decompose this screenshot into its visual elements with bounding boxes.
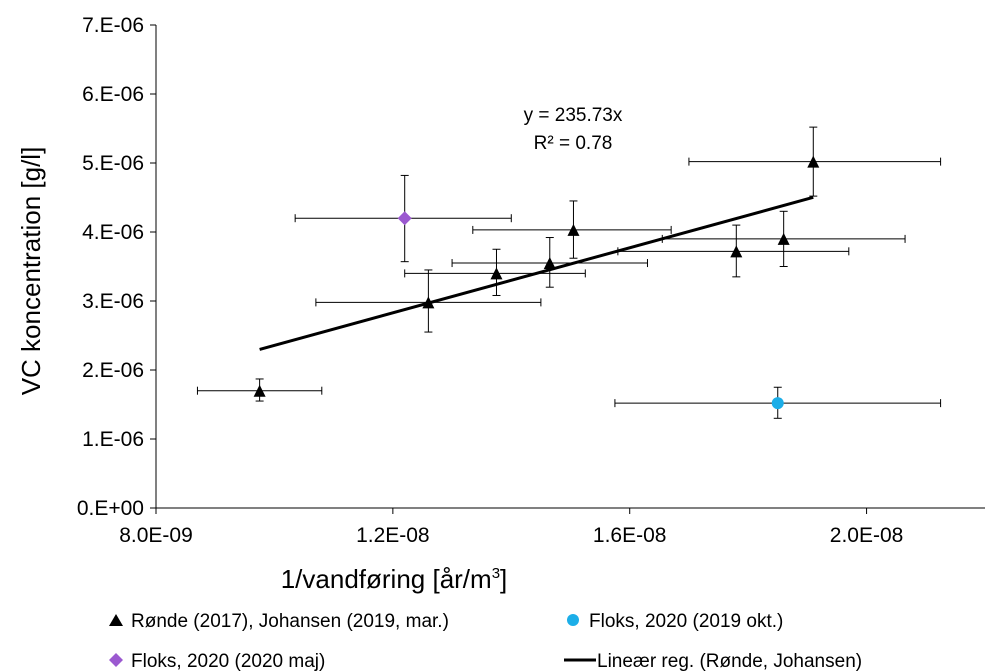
error-bars [196,126,942,419]
triangle-data-point [490,267,503,280]
legend-label-series-1: Rønde (2017), Johansen (2019, mar.) [131,611,449,632]
legend: Rønde (2017), Johansen (2019, mar.) Flok… [109,611,862,671]
y-tick-label: 3.E-06 [82,290,144,313]
legend-diamond-marker [109,653,123,667]
x-axis-ticks: 8.0E-09 1.2E-08 1.6E-08 2.0E-08 [119,508,903,547]
x-axis-title-superscript: 3 [492,565,500,582]
y-tick-label: 2.E-06 [82,359,144,382]
x-tick-label: 1.2E-08 [356,524,430,547]
y-tick-label: 1.E-06 [82,428,144,451]
y-tick-label: 7.E-06 [82,14,144,37]
legend-item-trendline: Lineær reg. (Rønde, Johansen) [564,651,862,671]
trendline-r-squared: R² = 0.78 [534,133,613,154]
y-tick-label: 6.E-06 [82,83,144,106]
triangle-data-point [777,232,790,245]
y-tick-label: 5.E-06 [82,152,144,175]
plot-area: 0.E+00 1.E-06 2.E-06 3.E-06 4.E-06 5.E-06 6.E-… [77,14,985,547]
y-axis-title: VC koncentration [g/l] [16,147,46,396]
x-axis-title-main: 1/vandføring [år/m [281,564,492,594]
legend-label-series-2: Floks, 2020 (2019 okt.) [589,611,783,632]
x-tick-label: 1.6E-08 [593,524,667,547]
triangle-data-point [730,245,743,258]
y-tick-label: 0.E+00 [77,497,144,520]
diamond-data-point [397,211,412,226]
legend-label-series-3: Floks, 2020 (2020 maj) [131,651,325,671]
triangle-data-point [422,296,435,309]
data-markers [253,155,820,410]
x-tick-label: 8.0E-09 [119,524,193,547]
triangle-data-point [543,257,556,270]
legend-item-series-3: Floks, 2020 (2020 maj) [109,651,325,671]
trendline-equation: y = 235.73x [524,105,623,126]
triangle-data-point [567,223,580,236]
legend-triangle-marker [109,614,123,626]
triangle-data-point [807,155,820,168]
x-axis-title-end: ] [500,564,507,594]
triangle-data-point [253,384,266,397]
legend-item-series-1: Rønde (2017), Johansen (2019, mar.) [109,611,449,632]
x-tick-label: 2.0E-08 [830,524,904,547]
circle-data-point [771,397,784,410]
legend-circle-marker [567,614,579,626]
x-axis-title: 1/vandføring [år/m3] [281,564,508,594]
legend-item-series-2: Floks, 2020 (2019 okt.) [567,611,783,632]
y-tick-label: 4.E-06 [82,221,144,244]
legend-label-trendline: Lineær reg. (Rønde, Johansen) [597,651,862,671]
y-axis-ticks: 0.E+00 1.E-06 2.E-06 3.E-06 4.E-06 5.E-06 6.E-… [77,14,156,520]
trendline [259,195,814,351]
